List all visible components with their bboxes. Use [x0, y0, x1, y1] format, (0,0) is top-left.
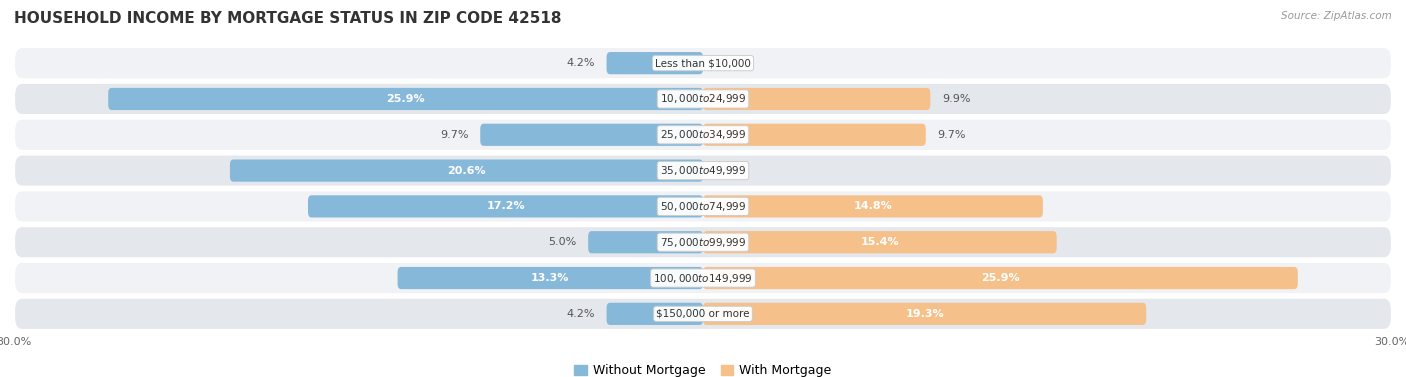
- Text: 9.7%: 9.7%: [440, 130, 468, 140]
- FancyBboxPatch shape: [231, 159, 703, 182]
- Text: 20.6%: 20.6%: [447, 166, 486, 176]
- Text: 9.7%: 9.7%: [938, 130, 966, 140]
- Legend: Without Mortgage, With Mortgage: Without Mortgage, With Mortgage: [574, 364, 832, 377]
- FancyBboxPatch shape: [606, 303, 703, 325]
- FancyBboxPatch shape: [14, 83, 1392, 115]
- FancyBboxPatch shape: [14, 262, 1392, 294]
- FancyBboxPatch shape: [14, 226, 1392, 258]
- Text: 15.4%: 15.4%: [860, 237, 900, 247]
- FancyBboxPatch shape: [14, 190, 1392, 222]
- Text: Less than $10,000: Less than $10,000: [655, 58, 751, 68]
- FancyBboxPatch shape: [481, 124, 703, 146]
- Text: 5.0%: 5.0%: [548, 237, 576, 247]
- FancyBboxPatch shape: [703, 88, 931, 110]
- FancyBboxPatch shape: [703, 195, 1043, 218]
- Text: 4.2%: 4.2%: [567, 309, 595, 319]
- Text: 13.3%: 13.3%: [531, 273, 569, 283]
- Text: 19.3%: 19.3%: [905, 309, 943, 319]
- Text: Source: ZipAtlas.com: Source: ZipAtlas.com: [1281, 11, 1392, 21]
- FancyBboxPatch shape: [14, 298, 1392, 330]
- Text: $100,000 to $149,999: $100,000 to $149,999: [654, 271, 752, 285]
- FancyBboxPatch shape: [606, 52, 703, 74]
- FancyBboxPatch shape: [703, 124, 925, 146]
- FancyBboxPatch shape: [14, 155, 1392, 187]
- Text: 0.0%: 0.0%: [714, 58, 742, 68]
- Text: $35,000 to $49,999: $35,000 to $49,999: [659, 164, 747, 177]
- Text: $10,000 to $24,999: $10,000 to $24,999: [659, 92, 747, 106]
- Text: $150,000 or more: $150,000 or more: [657, 309, 749, 319]
- FancyBboxPatch shape: [703, 303, 1146, 325]
- FancyBboxPatch shape: [588, 231, 703, 253]
- Text: 9.9%: 9.9%: [942, 94, 970, 104]
- Text: 4.2%: 4.2%: [567, 58, 595, 68]
- Text: $50,000 to $74,999: $50,000 to $74,999: [659, 200, 747, 213]
- FancyBboxPatch shape: [398, 267, 703, 289]
- Text: HOUSEHOLD INCOME BY MORTGAGE STATUS IN ZIP CODE 42518: HOUSEHOLD INCOME BY MORTGAGE STATUS IN Z…: [14, 11, 561, 26]
- FancyBboxPatch shape: [703, 267, 1298, 289]
- Text: $75,000 to $99,999: $75,000 to $99,999: [659, 236, 747, 249]
- Text: 14.8%: 14.8%: [853, 201, 893, 211]
- Text: 17.2%: 17.2%: [486, 201, 524, 211]
- FancyBboxPatch shape: [14, 47, 1392, 79]
- Text: 25.9%: 25.9%: [387, 94, 425, 104]
- Text: $25,000 to $34,999: $25,000 to $34,999: [659, 128, 747, 141]
- FancyBboxPatch shape: [703, 231, 1057, 253]
- FancyBboxPatch shape: [308, 195, 703, 218]
- FancyBboxPatch shape: [14, 119, 1392, 151]
- Text: 25.9%: 25.9%: [981, 273, 1019, 283]
- FancyBboxPatch shape: [108, 88, 703, 110]
- Text: 0.0%: 0.0%: [714, 166, 742, 176]
